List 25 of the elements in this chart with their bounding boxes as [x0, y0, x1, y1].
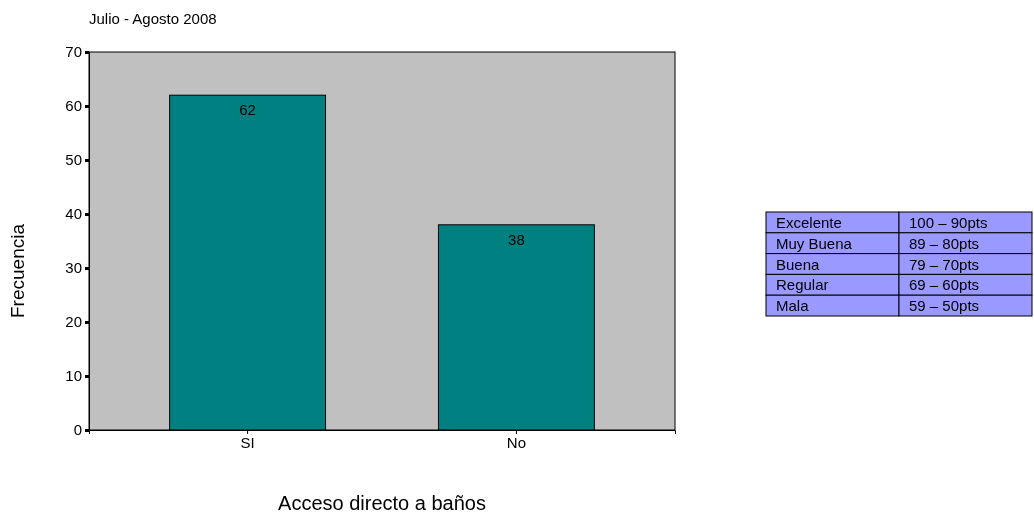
text: Muy Buena [776, 234, 853, 252]
text: 79 – 70pts [909, 255, 980, 273]
y-tick-label: 20 [65, 313, 82, 331]
y-tick-label: 60 [65, 97, 82, 115]
chart-title: Julio - Agosto 2008 [89, 10, 217, 27]
text: Buena [776, 255, 821, 273]
x-tick-label: SI [240, 433, 255, 451]
text: Regular [776, 276, 829, 294]
y-tick-label: 10 [65, 367, 82, 385]
x-axis-title: Acceso directo a baños [278, 492, 486, 514]
x-tick-label: No [506, 433, 526, 451]
data-label: 38 [508, 230, 525, 248]
y-tick-label: 50 [65, 151, 82, 169]
y-tick-label: 70 [65, 43, 82, 61]
y-tick-label: 40 [65, 205, 82, 223]
text: 69 – 60pts [909, 276, 980, 294]
y-tick-label: 30 [65, 259, 82, 277]
text: Excelente [776, 214, 842, 231]
text: Mala [776, 297, 810, 315]
text: 59 – 50pts [909, 297, 980, 315]
text: 100 – 90pts [909, 214, 988, 231]
text: 89 – 80pts [909, 234, 980, 252]
data-label: 62 [239, 101, 256, 119]
y-axis-title: Frecuencia [7, 223, 28, 318]
y-tick-label: 0 [73, 421, 82, 439]
